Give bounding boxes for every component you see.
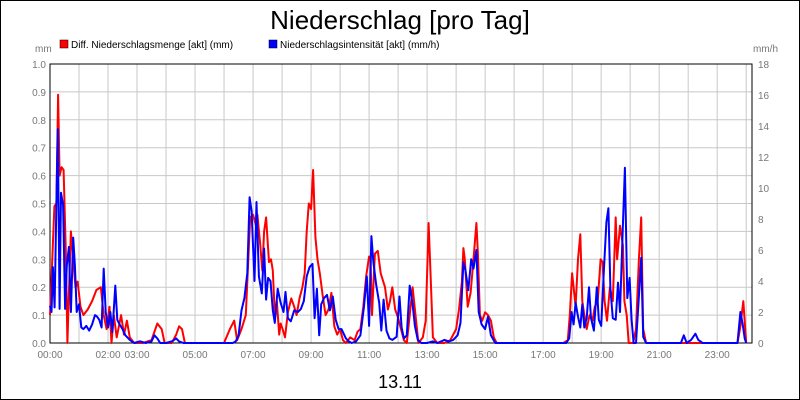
right-tick-label: 4 (758, 277, 764, 288)
right-tick-label: 18 (758, 60, 770, 71)
right-tick-label: 14 (758, 122, 770, 133)
x-axis-ticks: 00:00 02:00 03:00 05:00 07:00 09:00 11:00 13:00… (37, 350, 730, 361)
right-tick-label: 0 (758, 339, 764, 350)
chart-title: Niederschlag [pro Tag] (270, 5, 530, 35)
left-tick-label: 0.4 (32, 227, 46, 238)
x-tick-label: 13:00 (415, 350, 440, 361)
x-tick-label: 07:00 (241, 350, 266, 361)
x-tick-label: 23:00 (705, 350, 730, 361)
x-tick-label: 03:00 (125, 350, 150, 361)
plot-area-border (49, 63, 753, 344)
x-tick-label: 02:00 (96, 350, 121, 361)
series-line-niederschlagsintensitaet (49, 128, 748, 344)
grid-lines (50, 64, 752, 343)
x-tick-label: 05:00 (183, 350, 208, 361)
legend: Diff. Niederschlagsmenge [akt] (mm) Nied… (59, 39, 440, 51)
x-tick-label: 15:00 (473, 350, 498, 361)
x-tick-label: 19:00 (589, 350, 614, 361)
x-tick-label: 00:00 (37, 350, 62, 361)
legend-swatch-niederschlagsintensitaet (268, 39, 278, 49)
left-tick-label: 0.9 (32, 88, 46, 99)
left-tick-label: 0.7 (32, 144, 46, 155)
right-tick-label: 6 (758, 246, 764, 257)
right-axis-ticks: 0 2 4 6 8 10 12 14 16 18 (758, 60, 770, 350)
right-tick-label: 2 (758, 308, 764, 319)
legend-label-niederschlagsintensitaet: Niederschlagsintensität [akt] (mm/h) (280, 40, 440, 51)
date-label: 13.11 (378, 372, 422, 392)
legend-label-niederschlagsmenge: Diff. Niederschlagsmenge [akt] (mm) (71, 40, 233, 51)
left-tick-label: 0.5 (32, 200, 46, 211)
x-tick-label: 11:00 (357, 350, 382, 361)
x-tick-label: 09:00 (299, 350, 324, 361)
left-tick-label: 0.3 (32, 255, 46, 266)
left-tick-label: 0.8 (32, 116, 46, 127)
series-lines (49, 93, 748, 344)
left-tick-label: 0.2 (32, 283, 46, 294)
x-tick-label: 21:00 (647, 350, 672, 361)
left-tick-label: 0.0 (32, 339, 46, 350)
right-tick-label: 8 (758, 215, 764, 226)
right-tick-label: 16 (758, 91, 770, 102)
left-axis-unit: mm (35, 44, 52, 55)
right-tick-label: 12 (758, 153, 770, 164)
left-tick-label: 1.0 (32, 60, 46, 71)
x-tick-label: 17:00 (531, 350, 556, 361)
left-tick-label: 0.6 (32, 172, 46, 183)
left-axis-ticks: 0.0 0.1 0.2 0.3 0.4 0.5 0.6 0.7 0.8 0.9 1.0 (32, 60, 46, 350)
legend-swatch-niederschlagsmenge (59, 39, 69, 49)
right-axis-unit: mm/h (753, 44, 778, 55)
right-tick-label: 10 (758, 184, 770, 195)
left-tick-label: 0.1 (32, 311, 46, 322)
